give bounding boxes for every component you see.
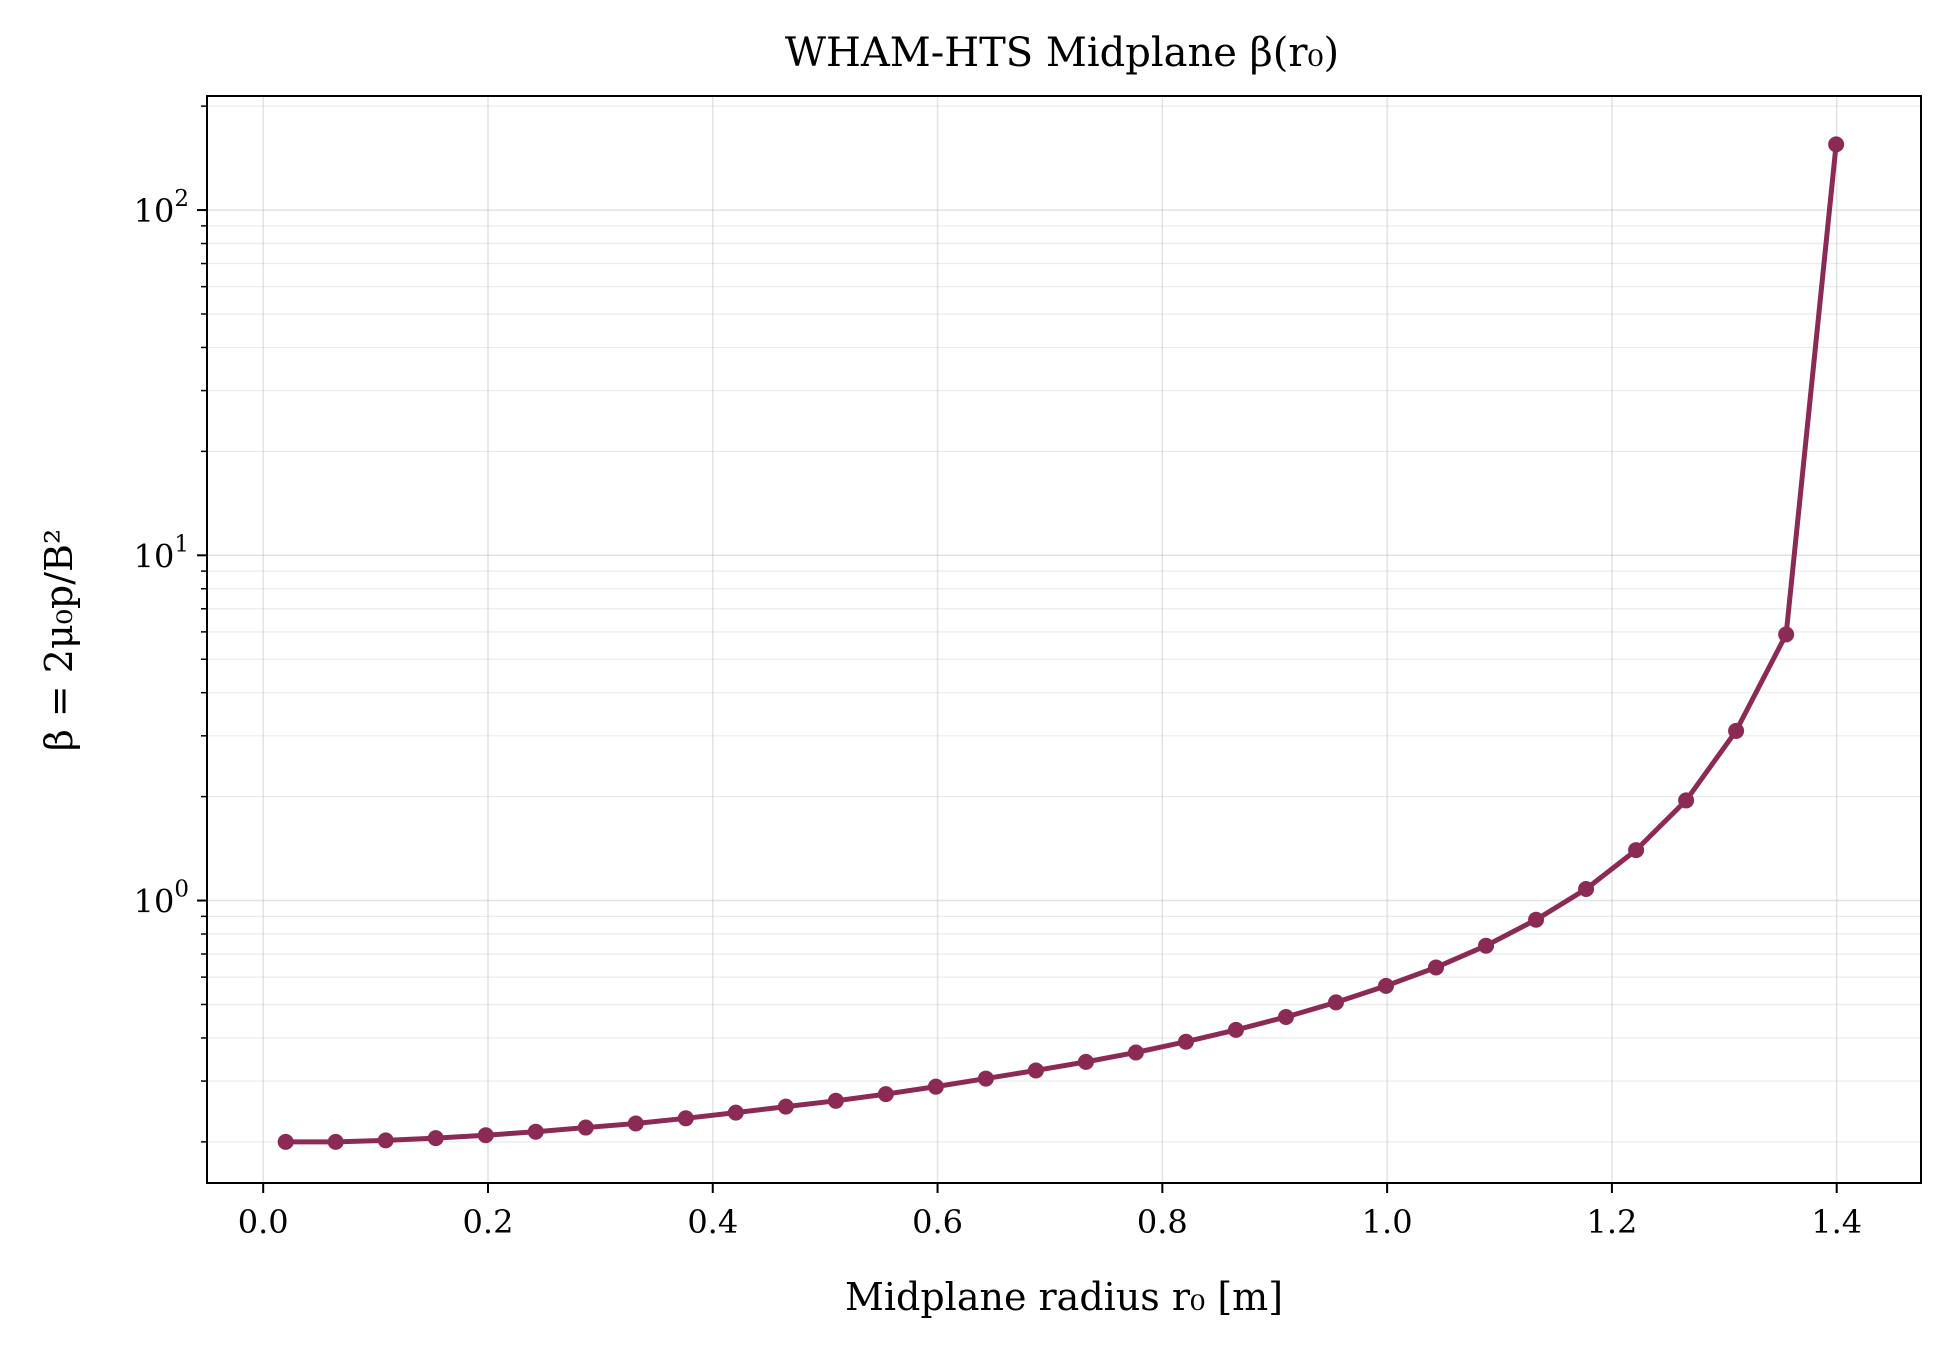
data-point (1177, 1033, 1194, 1050)
data-point (877, 1086, 894, 1103)
series-line (283, 141, 1839, 1145)
data-point (1578, 881, 1595, 898)
x-tick-label: 1.2 (1586, 1203, 1637, 1241)
data-point (727, 1104, 744, 1121)
x-tick-label: 0.0 (238, 1203, 289, 1241)
data-point (1277, 1008, 1294, 1025)
data-point (1528, 911, 1545, 928)
data-point (977, 1070, 994, 1087)
y-tick-label: 100 (134, 877, 189, 921)
data-point (1227, 1021, 1244, 1038)
y-tick-label: 101 (134, 531, 189, 575)
data-point (277, 1133, 294, 1150)
data-point (577, 1119, 594, 1136)
data-point (1327, 994, 1344, 1011)
axes-group: 0.0 0.2 0.4 0.6 0.8 1.0 1.2 1.4 100 101 102 (134, 105, 1862, 1241)
x-tick-label: 0.8 (1137, 1203, 1188, 1241)
plot-frame (206, 95, 1922, 1184)
x-tick-label: 0.6 (912, 1203, 963, 1241)
data-point (827, 1092, 844, 1109)
data-point (1378, 977, 1395, 994)
data-point (927, 1078, 944, 1095)
data-point (1678, 792, 1695, 809)
grid (207, 96, 1921, 1183)
data-point (1778, 626, 1795, 643)
series-group (277, 136, 1845, 1150)
x-tick-label: 1.0 (1362, 1203, 1413, 1241)
y-tick-label: 102 (134, 186, 189, 230)
x-tick-label: 1.4 (1811, 1203, 1862, 1241)
data-point (1077, 1053, 1094, 1070)
data-point (1828, 136, 1845, 153)
y-axis-label: β = 2μ₀p/B² (37, 529, 81, 751)
data-point (777, 1098, 794, 1115)
data-point (427, 1130, 444, 1147)
data-point (527, 1123, 544, 1140)
x-tick-label: 0.4 (687, 1203, 738, 1241)
chart-title: WHAM-HTS Midplane β(r₀) (785, 30, 1339, 76)
data-point (677, 1110, 694, 1127)
data-point (377, 1132, 394, 1149)
data-point (1628, 842, 1645, 859)
data-point (1728, 722, 1745, 739)
data-point (327, 1133, 344, 1150)
data-point (1027, 1062, 1044, 1079)
data-point (477, 1127, 494, 1144)
data-point (1478, 937, 1495, 954)
x-tick-label: 0.2 (463, 1203, 514, 1241)
data-point (627, 1115, 644, 1132)
data-point (1127, 1044, 1144, 1061)
data-point (1428, 959, 1445, 976)
x-axis-label: Midplane radius r₀ [m] (845, 1275, 1283, 1319)
